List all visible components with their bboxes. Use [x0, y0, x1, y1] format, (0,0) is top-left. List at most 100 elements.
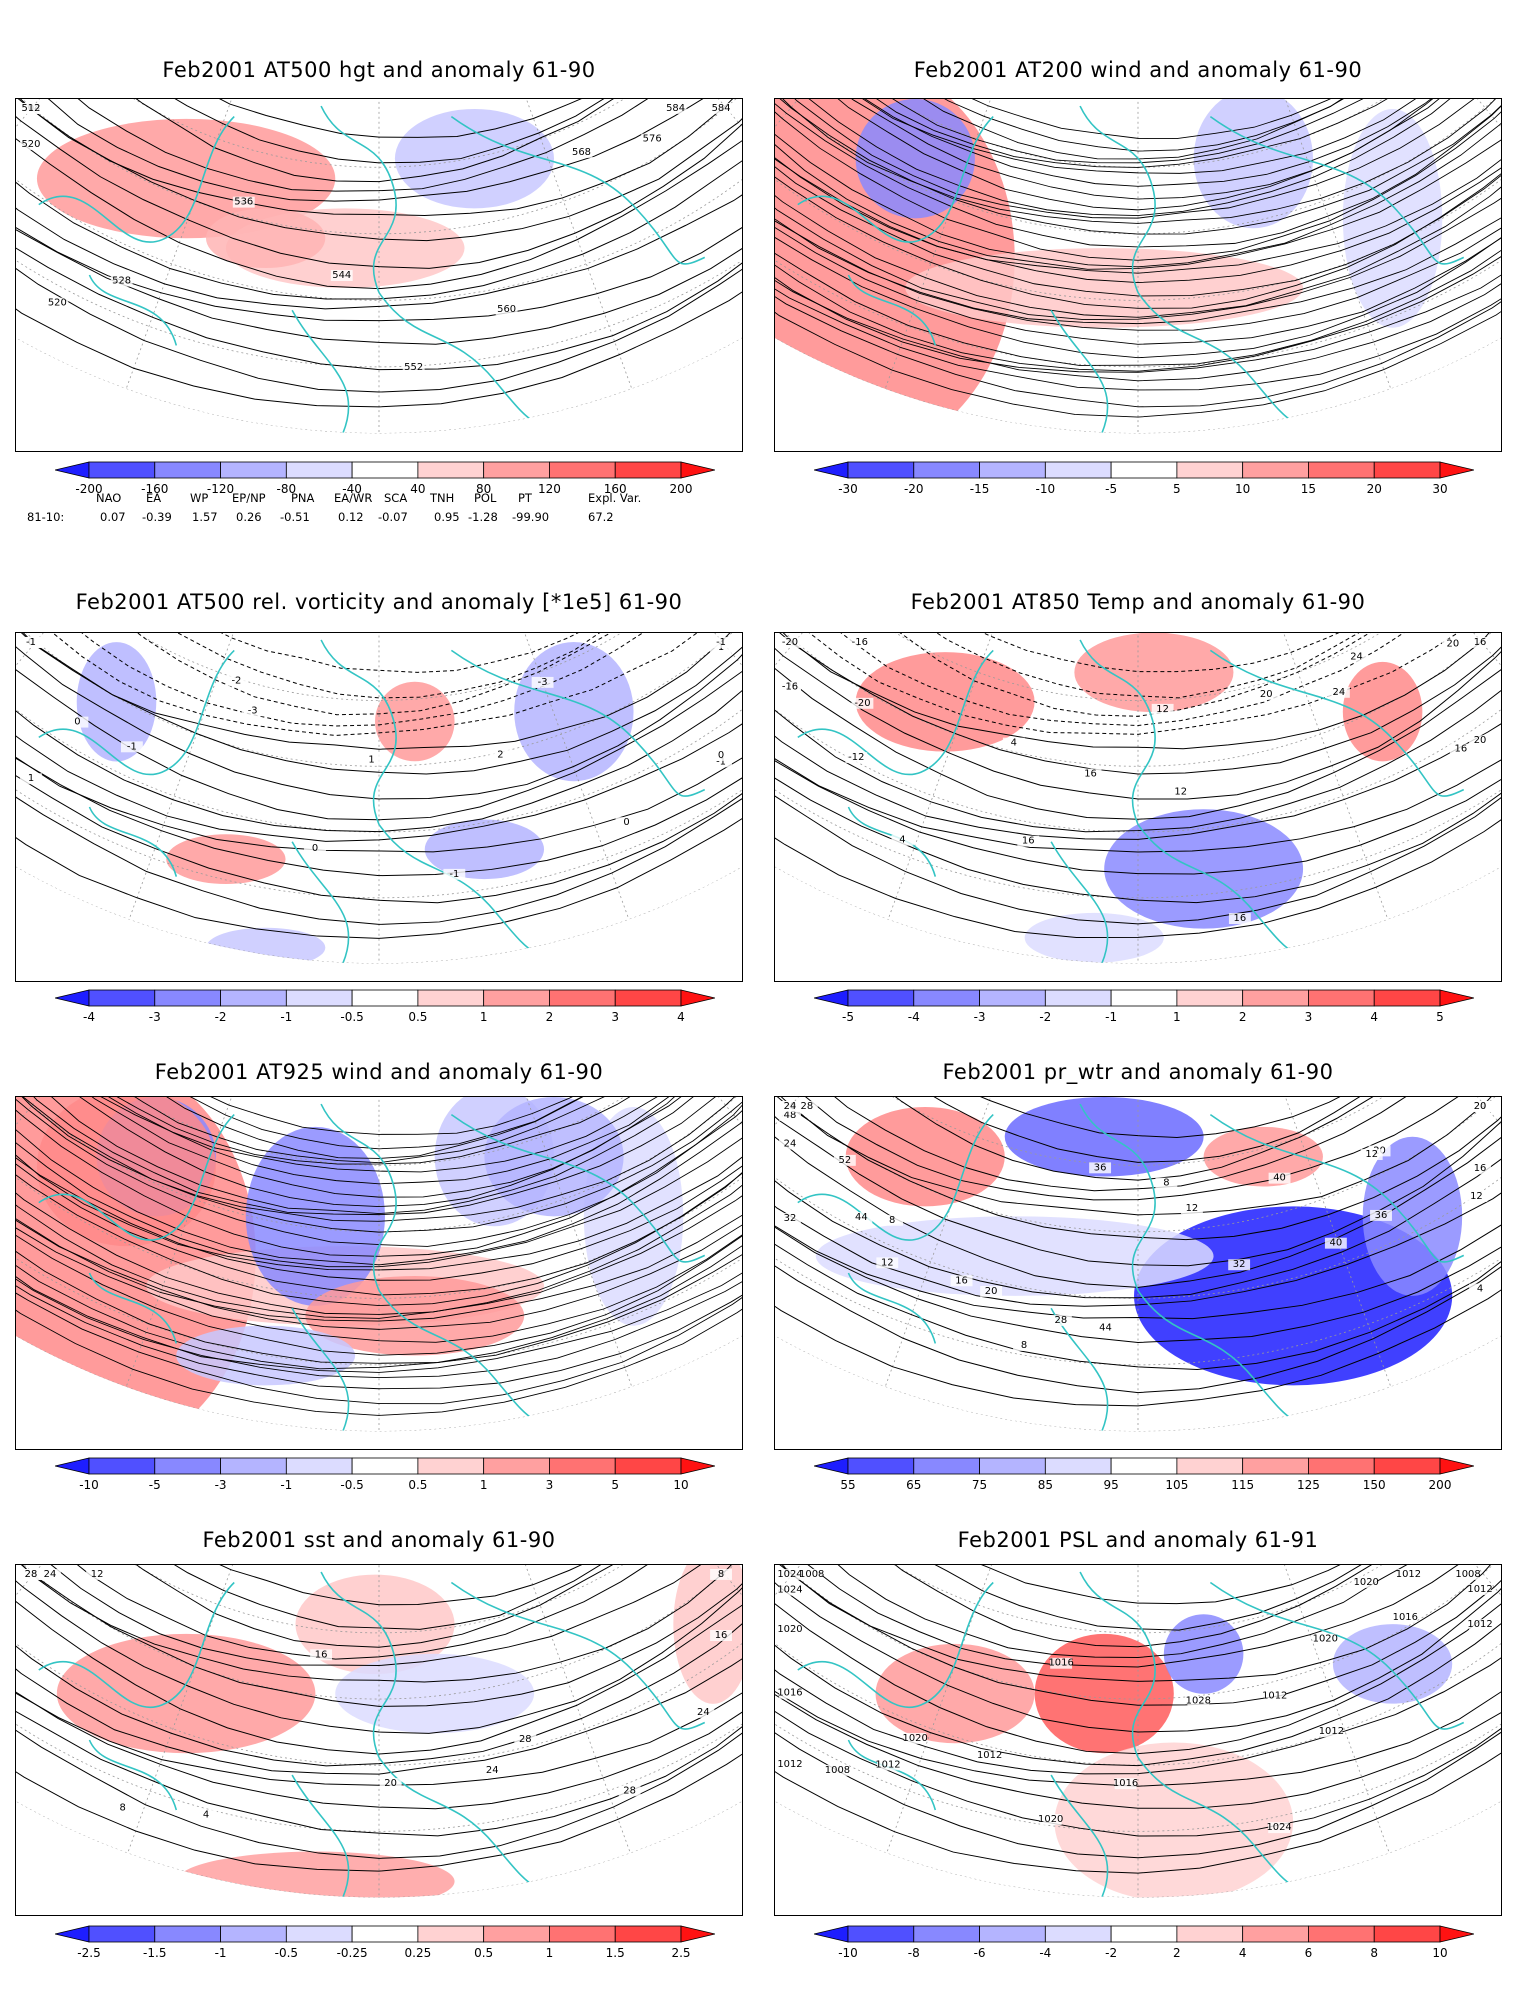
coastline — [847, 1272, 937, 1344]
contour-line — [16, 1565, 742, 1734]
colorbar-tick-label: -3 — [214, 1478, 227, 1492]
contour-label-bg — [1360, 1149, 1383, 1161]
streamline — [775, 99, 1501, 168]
contour-line — [16, 1565, 742, 1630]
contour-line — [16, 633, 742, 727]
colorbar-segment — [55, 1925, 90, 1943]
panel-title: Feb2001 AT500 hgt and anomaly 61-90 — [162, 58, 596, 82]
colorbar-tick-label: 6 — [1304, 1946, 1313, 1960]
contour-line — [775, 1097, 1501, 1320]
contour-label: 12 — [1156, 704, 1169, 715]
colorbar-segment — [913, 989, 980, 1007]
contour-label-bg — [360, 754, 383, 766]
contour-label: -12 — [848, 752, 864, 763]
contour-label-bg — [779, 1568, 801, 1580]
streamline — [775, 99, 1501, 373]
contour-label: 576 — [643, 134, 662, 145]
colorbar-segment — [220, 1925, 287, 1943]
colorbar-tick-label: 120 — [537, 482, 561, 496]
map-wind925 — [15, 1096, 743, 1450]
streamline — [16, 1097, 742, 1135]
streamline — [16, 1097, 742, 1208]
contour-line — [775, 1097, 1501, 1307]
contour-label: 8 — [119, 1802, 125, 1813]
colorbar-tick-label: 4 — [1370, 1010, 1379, 1024]
colorbar-segment — [88, 1457, 156, 1475]
latitude-line — [775, 1565, 1501, 1832]
contour-label-bg — [304, 843, 326, 855]
contour-label: 24 — [1350, 652, 1363, 663]
contour-line — [775, 1565, 1501, 1775]
contour-label-bg — [1187, 1695, 1210, 1707]
longitude-line — [16, 633, 380, 793]
contour-label-bg — [1263, 1690, 1286, 1702]
coastline — [797, 1114, 994, 1241]
stat-header: Expl. Var. — [588, 491, 642, 505]
colorbar-segment — [220, 461, 287, 479]
contour-label-bg — [1397, 1568, 1420, 1580]
contour-label: 584 — [712, 103, 731, 114]
colorbar-segment — [154, 989, 221, 1007]
coastline — [1079, 1571, 1156, 1758]
colorbar-tick-label: -10 — [79, 1478, 99, 1492]
coastline — [38, 649, 235, 776]
colorbar-segment — [88, 989, 156, 1007]
contour-label-bg — [1094, 1322, 1117, 1334]
colorbar-segment — [1373, 461, 1441, 479]
coastline — [1209, 115, 1465, 265]
contour-label-bg — [710, 102, 732, 114]
contour-label-bg — [20, 1568, 42, 1580]
contour-label-bg — [1469, 1163, 1491, 1175]
contour-label: 16 — [1474, 1163, 1487, 1174]
stat-value: 0.95 — [434, 510, 460, 524]
contour-label-bg — [120, 741, 143, 753]
colorbar-tick-label: -15 — [969, 482, 990, 496]
contour-label: 48 — [784, 1110, 797, 1121]
contour-label: 4 — [203, 1810, 209, 1821]
streamline — [775, 99, 1501, 418]
map-hgt500: 504512520520528536544552560568576584584 — [15, 98, 743, 452]
panel-title: Feb2001 AT200 wind and anomaly 61-90 — [913, 58, 1363, 82]
stat-header: EP/NP — [232, 491, 266, 505]
contour-label-bg — [795, 1100, 818, 1112]
contour-line — [16, 99, 742, 164]
colorbar-tick-label: -1 — [280, 1010, 293, 1024]
contour-label: 1012 — [875, 1759, 900, 1770]
contour-label: 544 — [332, 270, 351, 281]
contour-label-bg — [310, 1649, 333, 1661]
contour-label-bg — [39, 1568, 61, 1580]
coastline — [291, 309, 350, 434]
contour-label: 1020 — [1354, 1577, 1379, 1588]
contour-line — [775, 1097, 1501, 1241]
contour-label-bg — [1255, 688, 1278, 700]
colorbar-tick-label: 160 — [603, 482, 627, 496]
contour-label-bg — [1151, 703, 1174, 715]
streamline — [775, 99, 1501, 391]
colorbar-tick-label: 0.5 — [408, 1478, 428, 1492]
contour-label-bg — [1465, 1191, 1488, 1202]
contour-line — [16, 99, 742, 183]
contour-line — [16, 1565, 742, 1872]
contour-label: 520 — [21, 139, 40, 150]
colorbar-segment — [1308, 461, 1375, 479]
stat-value: -0.51 — [280, 510, 310, 524]
colorbar-segment — [351, 989, 419, 1007]
contour-label-bg — [850, 1212, 873, 1224]
contour-label: 1016 — [1113, 1778, 1138, 1789]
colorbar-segment — [351, 1925, 419, 1943]
contour-label: 8 — [1163, 1178, 1169, 1189]
contour-label-bg — [980, 1285, 1003, 1297]
colorbar-segment — [549, 1925, 616, 1943]
stat-value: -1.28 — [468, 510, 498, 524]
contour-label: 1012 — [1396, 1569, 1421, 1580]
contour-line — [775, 1097, 1501, 1344]
contour-line — [775, 633, 1501, 853]
colorbar-tick-label: -2 — [1105, 1946, 1118, 1960]
contour-label: -20 — [782, 637, 798, 648]
contour-label-bg — [1049, 1315, 1072, 1326]
anomaly-shading — [855, 652, 1035, 752]
contour-label: 1020 — [1038, 1814, 1063, 1825]
colorbar-tick-label: 3 — [1304, 1010, 1313, 1024]
contour-label: 28 — [25, 1569, 38, 1580]
contour-line — [16, 1565, 742, 1859]
